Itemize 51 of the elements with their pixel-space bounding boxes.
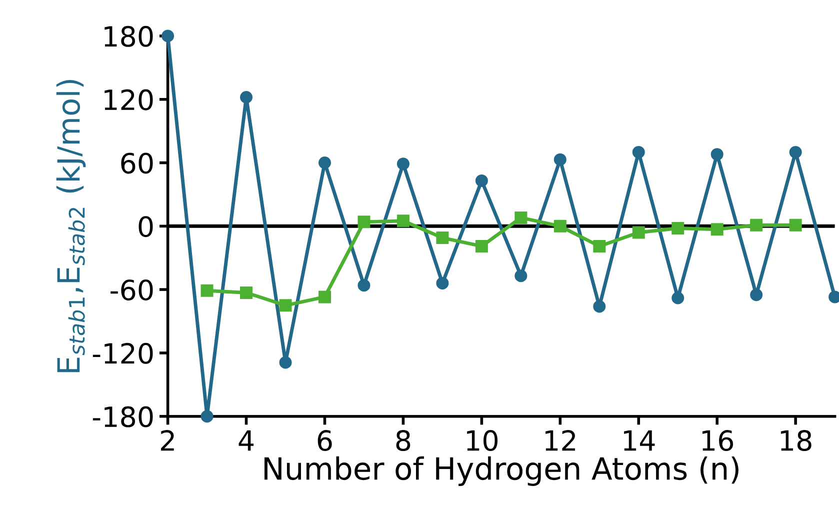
y-tick-label: -60 (110, 279, 153, 300)
y-tick-label: 0 (138, 216, 153, 238)
point (436, 232, 449, 244)
point (396, 158, 410, 170)
point (240, 286, 253, 299)
point (554, 220, 566, 232)
point (710, 148, 724, 161)
x-tick-label: 12 (546, 430, 576, 451)
point (593, 240, 606, 252)
x-tick-label: 4 (238, 430, 254, 451)
point (162, 30, 174, 42)
point (632, 226, 645, 239)
point (789, 146, 802, 158)
point (436, 276, 449, 290)
point (358, 279, 370, 292)
point (514, 270, 528, 282)
point (750, 218, 763, 232)
x-tick-label: 8 (396, 430, 410, 452)
point (710, 223, 724, 236)
point (318, 290, 331, 304)
point (200, 410, 214, 423)
x-tick-label: 18 (780, 430, 812, 452)
point (789, 218, 802, 232)
point (593, 300, 606, 313)
point (672, 292, 684, 304)
x-tick-label: 10 (467, 430, 498, 452)
x-tick-label: 14 (624, 430, 655, 451)
x-tick-label: 16 (702, 430, 734, 452)
point (475, 240, 488, 252)
point (514, 211, 528, 224)
point (358, 216, 370, 228)
y-axis-title: E$_{stab1}$,E$_{stab2}$ (kJ/mol) (56, 80, 86, 372)
point (200, 284, 214, 297)
point (240, 91, 253, 104)
x-axis-title: Number of Hydrogen Atoms (n) (264, 456, 738, 486)
point (632, 146, 645, 158)
point (318, 156, 331, 170)
point (396, 214, 410, 228)
y-tick-label: -120 (92, 342, 153, 364)
point (672, 222, 684, 235)
point (279, 299, 292, 312)
x-tick-label: 6 (318, 430, 332, 452)
x-tick-label: 2 (161, 430, 174, 451)
point (554, 153, 566, 166)
point (750, 288, 763, 302)
point (279, 356, 292, 369)
y-tick-label: 120 (104, 89, 153, 110)
y-tick-label: -180 (92, 406, 153, 428)
y-tick-label: 60 (121, 152, 153, 174)
point (475, 174, 488, 187)
y-tick-label: 180 (104, 26, 153, 47)
